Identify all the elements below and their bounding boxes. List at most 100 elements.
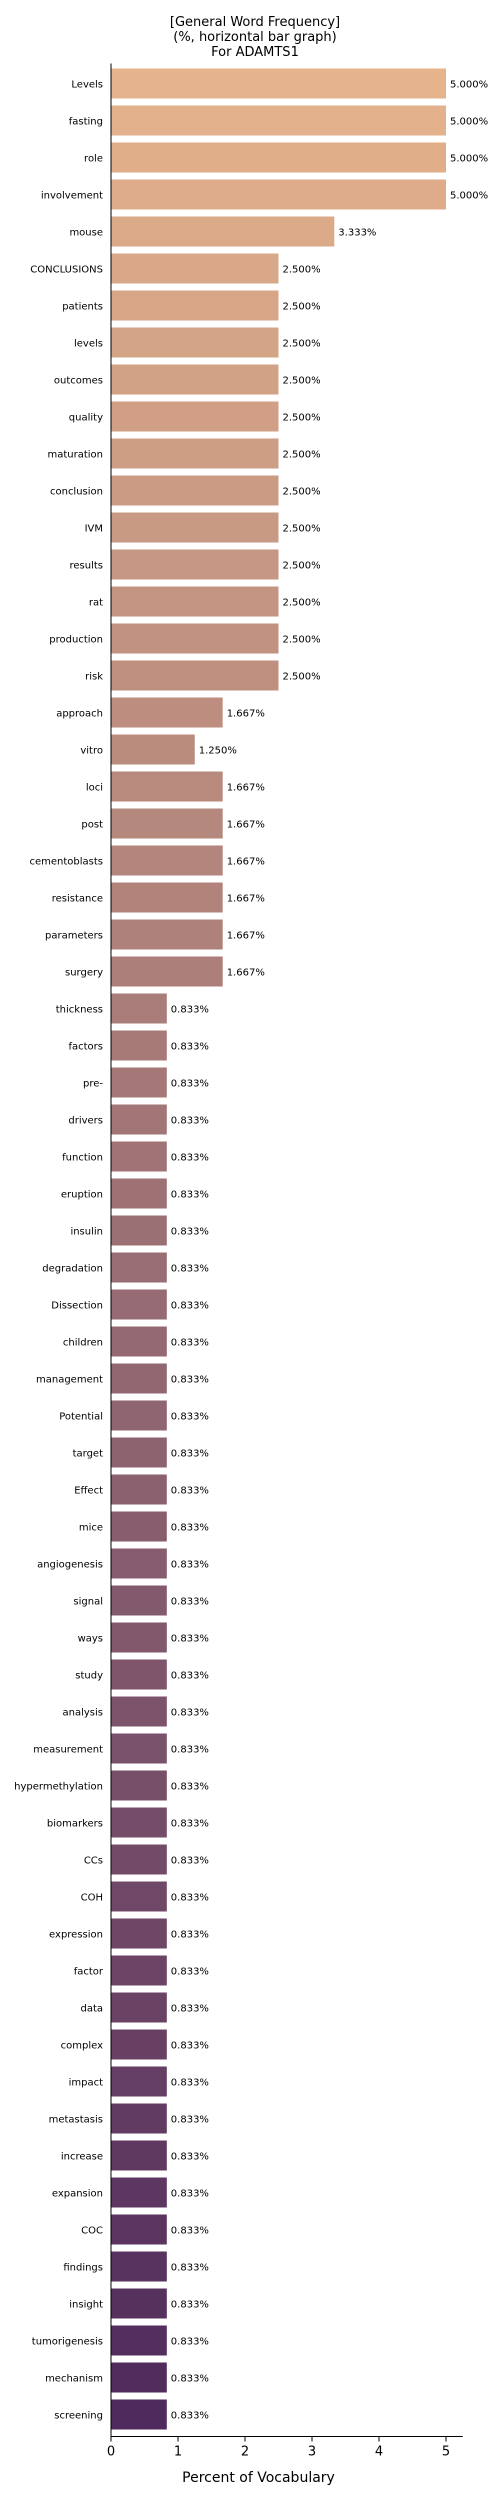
value-label: 0.833% xyxy=(171,1116,209,1127)
bar xyxy=(111,2214,167,2245)
bar xyxy=(111,1363,167,1394)
bar xyxy=(111,1289,167,1320)
value-label: 0.833% xyxy=(171,1782,209,1793)
bar xyxy=(111,142,446,173)
y-tick-labels: Levels fasting role involvement mouse CONCLUS… xyxy=(14,80,104,2422)
bar xyxy=(111,1918,167,1949)
y-tick-label: Potential xyxy=(59,1412,103,1423)
bar xyxy=(111,512,279,543)
bar xyxy=(111,1955,167,1986)
y-tick-label: production xyxy=(49,635,103,646)
bar xyxy=(111,808,223,839)
bar xyxy=(111,2029,167,2060)
bar xyxy=(111,2399,167,2430)
x-tick-label: 2 xyxy=(241,2445,249,2460)
y-tick-label: function xyxy=(62,1153,103,1164)
y-tick-label: patients xyxy=(62,302,103,313)
bar xyxy=(111,2288,167,2319)
bar xyxy=(111,586,279,617)
y-tick-label: COH xyxy=(81,1893,103,1904)
bar xyxy=(111,734,195,765)
bar xyxy=(111,771,223,802)
bar xyxy=(111,2177,167,2208)
value-label: 0.833% xyxy=(171,1449,209,1460)
bar xyxy=(111,1770,167,1801)
x-axis: 0 1 2 3 4 5 xyxy=(107,63,463,2460)
y-tick-label: parameters xyxy=(45,931,103,942)
bar xyxy=(111,1178,167,1209)
y-tick-label: role xyxy=(84,154,103,165)
y-tick-label: surgery xyxy=(65,968,103,979)
value-label: 2.500% xyxy=(283,672,321,683)
y-tick-label: data xyxy=(80,2004,103,2015)
value-label: 0.833% xyxy=(171,1227,209,1238)
bar xyxy=(111,290,279,321)
y-tick-label: target xyxy=(73,1449,103,1460)
bar xyxy=(111,1622,167,1653)
bar xyxy=(111,1067,167,1098)
value-label: 0.833% xyxy=(171,1042,209,1053)
y-tick-label: vitro xyxy=(80,746,103,757)
bar xyxy=(111,1659,167,1690)
y-tick-label: COC xyxy=(81,2226,103,2237)
value-label: 0.833% xyxy=(171,1523,209,1534)
bar xyxy=(111,1215,167,1246)
bar xyxy=(111,1252,167,1283)
x-tick-label: 3 xyxy=(308,2445,316,2460)
value-label: 1.667% xyxy=(227,857,265,868)
bar xyxy=(111,1992,167,2023)
bar xyxy=(111,179,446,210)
value-label: 5.000% xyxy=(450,80,488,91)
value-label: 0.833% xyxy=(171,1597,209,1608)
bar xyxy=(111,1844,167,1875)
y-tick-label: rat xyxy=(89,598,103,609)
value-label: 0.833% xyxy=(171,1412,209,1423)
bar xyxy=(111,2325,167,2356)
bar xyxy=(111,2103,167,2134)
value-label: 0.833% xyxy=(171,1190,209,1201)
value-label: 5.000% xyxy=(450,154,488,165)
bar xyxy=(111,1881,167,1912)
value-label: 0.833% xyxy=(171,1967,209,1978)
bar xyxy=(111,1696,167,1727)
value-label: 2.500% xyxy=(283,413,321,424)
y-tick-label: conclusion xyxy=(50,487,103,498)
y-tick-label: study xyxy=(75,1671,103,1682)
y-tick-label: signal xyxy=(73,1597,103,1608)
y-tick-label: mechanism xyxy=(45,2374,103,2385)
bar xyxy=(111,1548,167,1579)
y-tick-label: Dissection xyxy=(51,1301,103,1312)
value-label: 0.833% xyxy=(171,1745,209,1756)
y-tick-label: expression xyxy=(49,1930,103,1941)
bar xyxy=(111,475,279,506)
x-axis-label: Percent of Vocabulary xyxy=(182,2470,335,2486)
value-label: 1.667% xyxy=(227,709,265,720)
y-tick-label: Effect xyxy=(74,1486,103,1497)
y-tick-label: insight xyxy=(69,2300,103,2311)
value-label: 0.833% xyxy=(171,2041,209,2052)
value-label: 0.833% xyxy=(171,2004,209,2015)
bar xyxy=(111,1030,167,1061)
bar xyxy=(111,697,223,728)
bar xyxy=(111,2140,167,2171)
bar xyxy=(111,105,446,136)
bar xyxy=(111,438,279,469)
value-label: 0.833% xyxy=(171,1708,209,1719)
bar xyxy=(111,1104,167,1135)
value-label: 2.500% xyxy=(283,598,321,609)
y-tick-label: angiogenesis xyxy=(37,1560,103,1571)
x-tick-label: 1 xyxy=(174,2445,182,2460)
y-tick-label: CONCLUSIONS xyxy=(30,265,103,276)
y-tick-label: screening xyxy=(54,2411,103,2422)
bar xyxy=(111,1400,167,1431)
x-tick-label: 5 xyxy=(442,2445,450,2460)
value-label: 0.833% xyxy=(171,1856,209,1867)
bar xyxy=(111,1474,167,1505)
title-line-1: [General Word Frequency] xyxy=(170,15,340,30)
bar xyxy=(111,1733,167,1764)
y-tick-label: CCs xyxy=(84,1856,103,1867)
value-label: 1.250% xyxy=(199,746,237,757)
value-label: 0.833% xyxy=(171,1375,209,1386)
value-label: 3.333% xyxy=(338,228,376,239)
